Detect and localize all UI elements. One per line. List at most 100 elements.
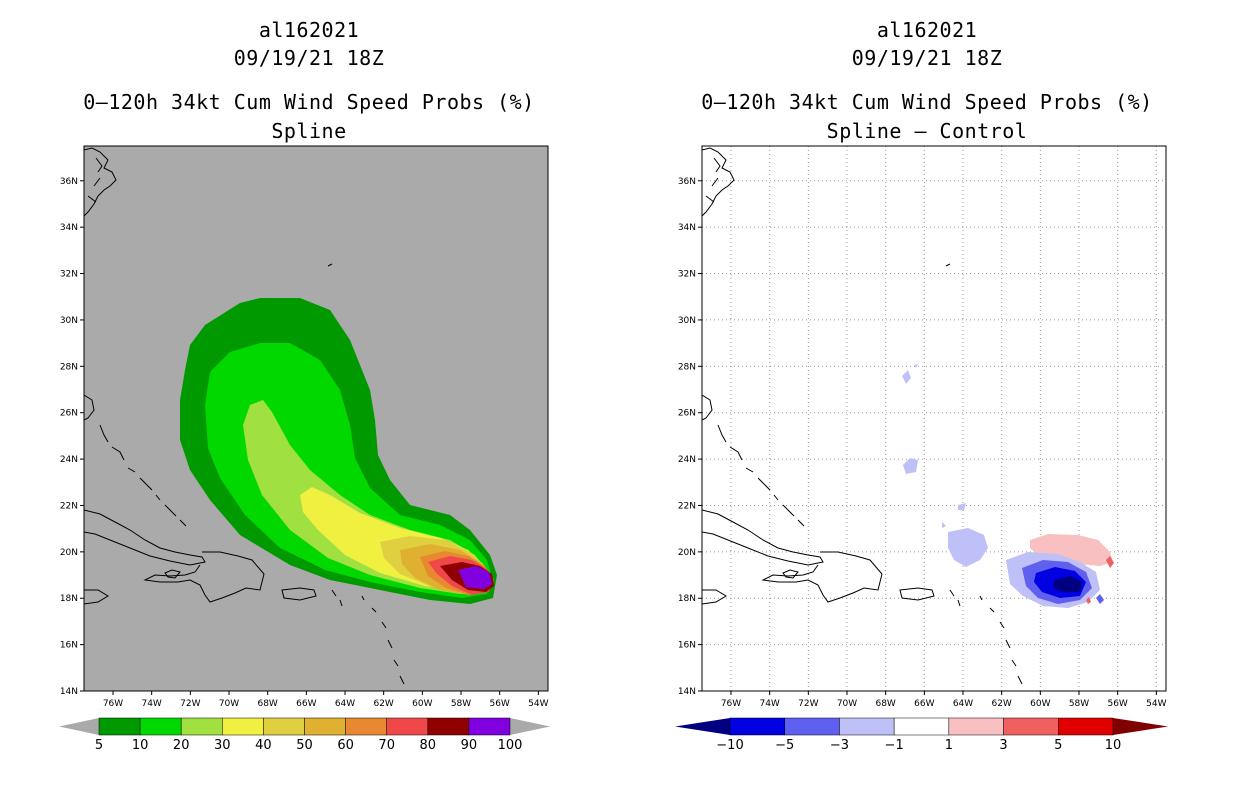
x-tick-label: 58W <box>451 699 471 709</box>
neg-area-small <box>902 370 911 384</box>
map-background <box>702 146 1166 691</box>
cuba <box>84 509 206 566</box>
y-tick-label: 36N <box>60 177 78 187</box>
colorbar-label: 20 <box>173 738 190 753</box>
colorbar-label: 50 <box>296 738 313 753</box>
y-tick-label: 26N <box>60 409 78 419</box>
pos-spot2 <box>1086 597 1091 604</box>
cayman <box>84 589 109 605</box>
panel-spline-minus-control: al162021 09/19/21 18Z 0–120h 34kt Cum Wi… <box>618 0 1236 800</box>
x-tick-label: 62W <box>991 699 1011 709</box>
colorbar-swatch <box>180 717 223 736</box>
lesser-antilles <box>331 589 405 685</box>
coastlines <box>84 147 405 685</box>
colorbar-label: 60 <box>337 738 354 753</box>
colorbar-swatch <box>263 717 305 736</box>
x-tick-label: 66W <box>296 699 316 709</box>
x-tick-label: 74W <box>759 699 779 709</box>
neg-area-small <box>914 364 918 368</box>
probability-map: 76W 74W 72W 70W 68W 66W 64W 62W 60W 58W 56W 54W 14N 1… <box>59 145 550 753</box>
chart-subtitle: Spline – Control <box>826 119 1028 143</box>
storm-id: al162021 <box>876 18 978 42</box>
x-tick-label: 60W <box>1030 699 1050 709</box>
pos-spot <box>1106 556 1114 568</box>
neg-10 <box>1054 576 1082 592</box>
y-tick-label: 18N <box>60 594 78 604</box>
colorbar-swatch <box>893 717 950 736</box>
y-tick-label: 30N <box>678 316 696 326</box>
y-tick-label: 22N <box>678 501 696 511</box>
y-tick-label: 22N <box>60 501 78 511</box>
x-tick-label: 54W <box>1146 699 1166 709</box>
neg-area-small <box>942 522 946 528</box>
hispaniola <box>143 551 265 603</box>
colorbar-label: 1 <box>945 738 953 753</box>
colorbar-swatch <box>98 717 141 736</box>
colorbar-swatch <box>468 717 511 736</box>
probability-contours <box>180 298 497 604</box>
datetime: 09/19/21 18Z <box>233 46 385 70</box>
x-tick-label: 60W <box>412 699 432 709</box>
x-tick-label: 68W <box>875 699 895 709</box>
x-tick-label: 56W <box>1107 699 1127 709</box>
neg-spot <box>1096 594 1104 604</box>
y-tick-label: 24N <box>60 455 78 465</box>
colorbar-end-right <box>1113 718 1168 735</box>
colorbar-swatch <box>839 717 895 736</box>
y-tick-label: 24N <box>678 455 696 465</box>
neg-area-mid <box>948 528 988 567</box>
y-tick-label: 30N <box>60 316 78 326</box>
us-east-coast <box>84 147 117 217</box>
difference-contours <box>902 364 1114 608</box>
y-tick-label: 32N <box>60 270 78 280</box>
x-tick-label: 70W <box>219 699 239 709</box>
x-tick-label: 72W <box>798 699 818 709</box>
colorbar-label: 5 <box>1054 738 1062 753</box>
y-tick-label: 32N <box>678 270 696 280</box>
colorbar-label: 3 <box>999 738 1007 753</box>
colorbar-swatch <box>1003 717 1059 736</box>
map-frame <box>83 145 549 692</box>
y-tick-label: 20N <box>678 548 696 558</box>
colorbar-swatch <box>729 717 785 736</box>
x-tick-label: 76W <box>103 699 123 709</box>
y-tick-label: 16N <box>678 641 696 651</box>
y-tick-label: 36N <box>678 177 696 187</box>
y-tick-label: 16N <box>60 641 78 651</box>
storm-id: al162021 <box>258 18 360 42</box>
axis-ticks: 76W 74W 72W 70W 68W 66W 64W 62W 60W 58W 56W 54W 14N 1… <box>678 177 1167 709</box>
axis-ticks: 76W 74W 72W 70W 68W 66W 64W 62W 60W 58W 56W 54W 14N 1… <box>60 177 549 709</box>
y-tick-label: 20N <box>60 548 78 558</box>
x-tick-label: 76W <box>721 699 741 709</box>
colorbar-label: −5 <box>775 738 794 753</box>
y-tick-label: 34N <box>60 223 78 233</box>
gridlines <box>702 146 1166 691</box>
colorbar-label: −3 <box>830 738 849 753</box>
panel-spline: al162021 09/19/21 18Z 0–120h 34kt Cum Wi… <box>59 18 550 753</box>
map-frame <box>701 145 1167 692</box>
x-tick-label: 58W <box>1069 699 1089 709</box>
puerto-rico <box>281 587 317 601</box>
colorbar-label: 10 <box>1105 738 1122 753</box>
x-tick-label: 66W <box>914 699 934 709</box>
chart-title: 0–120h 34kt Cum Wind Speed Probs (%) <box>83 90 535 114</box>
colorbar-swatch <box>345 717 387 736</box>
difference-map: 76W 74W 72W 70W 68W 66W 64W 62W 60W 58W 56W 54W 14N 1… <box>675 145 1168 753</box>
colorbar-label: 5 <box>95 738 103 753</box>
y-tick-label: 26N <box>678 409 696 419</box>
colorbar-swatch <box>427 717 470 736</box>
x-tick-label: 72W <box>180 699 200 709</box>
florida-tip <box>84 394 95 421</box>
colorbar-end-left <box>59 718 99 735</box>
x-tick-label: 54W <box>528 699 548 709</box>
x-tick-label: 62W <box>373 699 393 709</box>
datetime: 09/19/21 18Z <box>851 46 1003 70</box>
colorbar-label: −1 <box>885 738 904 753</box>
jamaica <box>164 569 181 579</box>
contour-90 <box>458 566 492 589</box>
colorbar-swatch <box>304 717 346 736</box>
x-tick-label: 64W <box>953 699 973 709</box>
chart-subtitle: Spline <box>271 119 347 143</box>
colorbar-label: 10 <box>132 738 149 753</box>
colorbar-swatch <box>222 717 264 736</box>
